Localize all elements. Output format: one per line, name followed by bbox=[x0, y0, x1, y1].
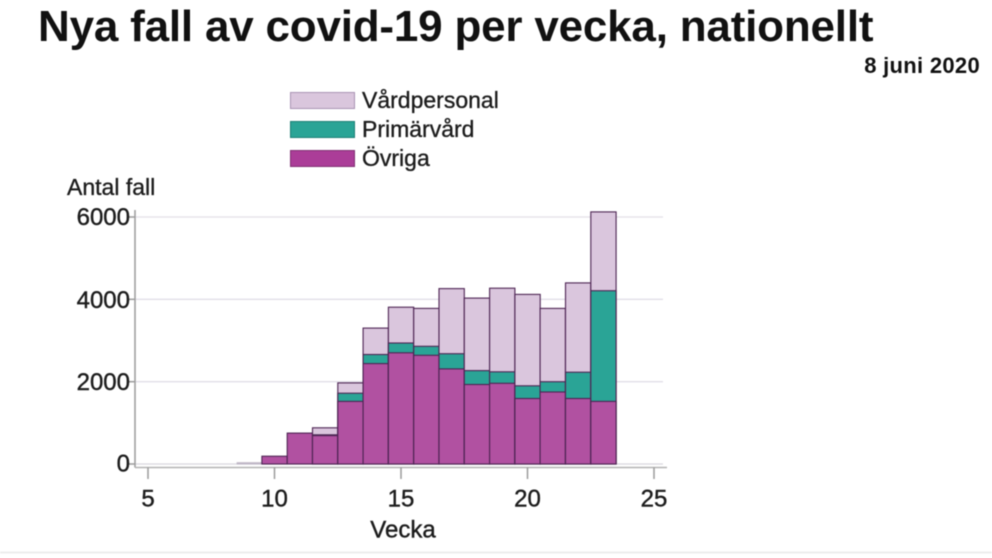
svg-text:25: 25 bbox=[641, 486, 668, 513]
svg-text:2000: 2000 bbox=[77, 369, 130, 396]
svg-text:10: 10 bbox=[261, 486, 288, 513]
svg-text:15: 15 bbox=[388, 486, 415, 513]
svg-text:4000: 4000 bbox=[77, 287, 130, 314]
svg-text:20: 20 bbox=[514, 486, 541, 513]
svg-text:6000: 6000 bbox=[77, 204, 130, 231]
svg-text:Vecka: Vecka bbox=[370, 517, 436, 544]
svg-text:0: 0 bbox=[117, 451, 130, 478]
svg-text:5: 5 bbox=[141, 486, 154, 513]
